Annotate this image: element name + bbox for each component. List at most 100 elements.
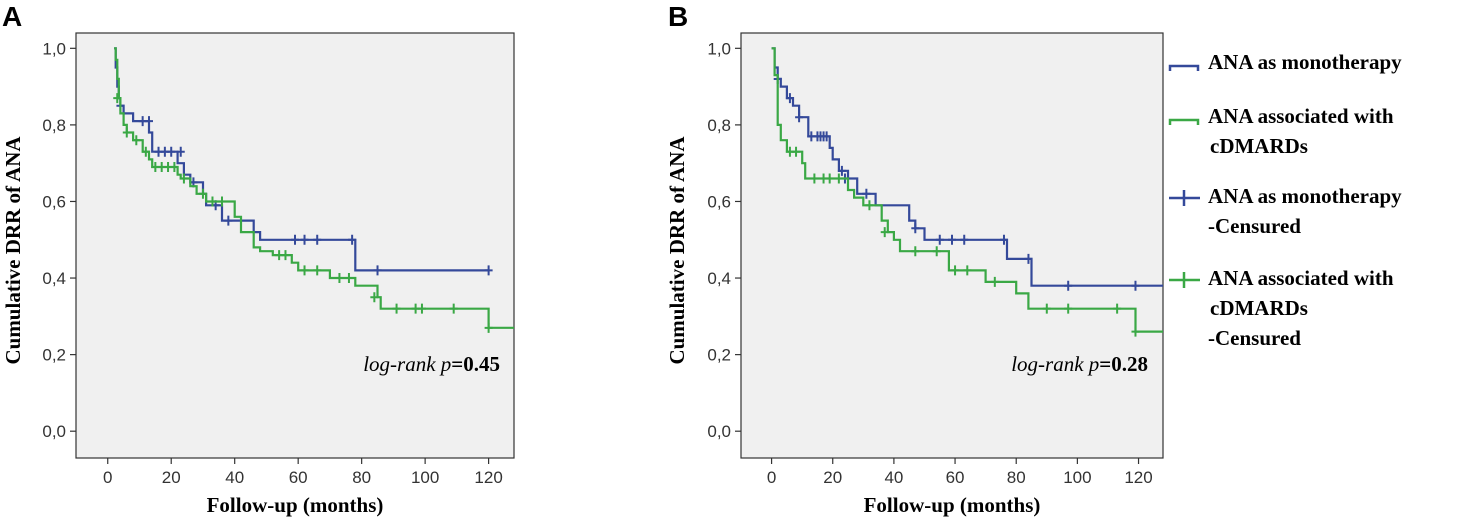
panel-a-combination-censor-mark (281, 250, 290, 261)
panel-a-combination-censor-mark (179, 173, 188, 184)
panel-b-x-tick-label: 60 (946, 468, 965, 487)
panel-a-combination-censor-mark (484, 322, 493, 333)
panel-a-x-tick-label: 40 (225, 468, 244, 487)
panel-b-combination-censor-mark (932, 246, 941, 257)
panel-a-letter: A (2, 1, 22, 32)
panel-b-x-tick-label: 40 (884, 468, 903, 487)
panel-a-x-axis-label: Follow-up (months) (207, 493, 384, 517)
panel-b-monotherapy-censor-mark (862, 188, 871, 199)
panel-b-combination-censor-mark (880, 227, 889, 238)
panel-a-combination-censor-mark (122, 127, 131, 138)
legend-label: cDMARDs (1210, 296, 1308, 320)
panel-b-monotherapy-censor-mark (948, 234, 956, 245)
legend-censor-plus-icon (1169, 272, 1200, 288)
panel-a-combination-censor-mark (449, 303, 458, 314)
panel-b-monotherapy-censor-mark (795, 112, 804, 123)
panel-b-monotherapy-censor-mark (911, 223, 920, 234)
legend-step-line-icon (1168, 118, 1200, 125)
panel-a-monotherapy-censor-mark (348, 234, 357, 245)
panel-a-combination-censor-mark (417, 303, 426, 314)
panel-a-x-tick-label: 80 (352, 468, 371, 487)
legend-label: -Censured (1208, 326, 1301, 350)
panel-b-combination-censor-mark (911, 246, 920, 257)
panel-a-monotherapy-censor-mark (176, 146, 185, 157)
panel-a-logrank-prefix: log-rank p (363, 352, 451, 376)
panel-a-combination-censor-mark (132, 135, 141, 146)
panel-b-x-tick-label: 120 (1124, 468, 1152, 487)
panel-a-x-tick-label: 120 (474, 468, 502, 487)
panel-b-combination-censor-mark (825, 173, 834, 184)
panel-b-monotherapy-censor-mark (785, 93, 794, 104)
legend-label: -Censured (1208, 214, 1301, 238)
panel-b-x-tick-label: 80 (1007, 468, 1026, 487)
panel-a-combination-censor-mark (208, 196, 217, 207)
panel-b-combination-censor-mark (834, 173, 843, 184)
panel-a-monotherapy-censor-mark (224, 215, 233, 226)
panel-b-monotherapy-censor-mark (999, 234, 1008, 245)
panel-a-monotherapy-censor-mark (300, 234, 309, 245)
panel-a-x-tick-label: 100 (411, 468, 439, 487)
panel-b-monotherapy-censor-mark (1064, 280, 1073, 291)
panel-b-y-axis-label: Cumulative DRR of ANA (665, 136, 689, 365)
legend-label: ANA as monotherapy (1208, 50, 1402, 74)
panel-b: B 0,0 0,2 0,4 0,6 0,8 1,0 0 20 40 60 80 100 120 log-… (665, 1, 1164, 517)
panel-a-y-tick-label: 0,0 (42, 422, 66, 441)
panel-a-y-tick-label: 1,0 (42, 39, 66, 58)
panel-a-combination-censor-mark (335, 273, 344, 284)
panel-a-combination-censor-mark (218, 196, 226, 207)
panel-b-logrank-prefix: log-rank p (1011, 352, 1099, 376)
panel-b-y-tick-label: 0,6 (707, 192, 731, 211)
panel-b-logrank-annotation: log-rank p=0.28 (1011, 352, 1148, 376)
panel-b-combination-censor-mark (951, 265, 960, 276)
panel-a-y-tick-label: 0,8 (42, 116, 66, 135)
panel-a: A 0,0 0,2 0,4 0,6 0,8 1,0 0 20 40 60 80 100 120 log-… (1, 1, 515, 517)
panel-a-combination-censor-mark (370, 292, 379, 303)
panel-a-plot-area (75, 32, 515, 459)
panel-b-monotherapy-censor-mark (822, 131, 831, 142)
panel-a-y-tick-label: 0,2 (42, 346, 66, 365)
panel-b-letter: B (668, 1, 688, 32)
panel-b-monotherapy-censor-mark (1131, 280, 1140, 291)
panel-a-combination-survival-line (114, 47, 514, 329)
panel-b-monotherapy-censor-mark (960, 234, 969, 245)
panel-b-combination-censor-mark (1131, 326, 1140, 337)
panel-b-monotherapy-censor-mark (1024, 253, 1033, 264)
panel-b-y-tick-label: 1,0 (707, 39, 731, 58)
panel-b-monotherapy-censor-mark (837, 165, 846, 176)
panel-a-combination-censor-mark (300, 265, 309, 276)
panel-a-monotherapy-censor-mark (145, 116, 153, 127)
panel-b-combination-censor-mark (1042, 303, 1051, 314)
panel-b-plot-area (740, 32, 1164, 459)
panel-a-combination-censor-mark (392, 303, 401, 314)
panel-b-monotherapy-censor-mark (935, 234, 944, 245)
panel-a-logrank-value: =0.45 (451, 352, 500, 376)
panel-b-x-tick-label: 20 (823, 468, 842, 487)
panel-b-combination-censor-mark (963, 265, 972, 276)
panel-b-logrank-value: =0.28 (1099, 352, 1148, 376)
panel-b-combination-censor-mark (792, 146, 801, 157)
panel-b-x-tick-label: 100 (1063, 468, 1091, 487)
panel-a-y-tick-label: 0,6 (42, 192, 66, 211)
panel-a-monotherapy-censor-mark (291, 234, 299, 245)
legend-step-line-icon (1168, 64, 1200, 71)
panel-a-x-tick-label: 60 (289, 468, 308, 487)
panel-a-monotherapy-censor-mark (313, 234, 322, 245)
panel-b-y-tick-label: 0,8 (707, 116, 731, 135)
legend-label: cDMARDs (1210, 134, 1308, 158)
panel-b-combination-censor-mark (810, 173, 819, 184)
panel-a-combination-censor-mark (141, 146, 150, 157)
panel-a-combination-censor-mark (313, 265, 322, 276)
panel-b-x-tick-label: 0 (767, 468, 776, 487)
legend-censor-plus-icon (1169, 190, 1200, 206)
panel-b-combination-censor-mark (990, 276, 999, 287)
panel-b-x-axis-label: Follow-up (months) (864, 493, 1041, 517)
panel-b-y-tick-label: 0,4 (707, 269, 731, 288)
panel-a-monotherapy-censor-mark (373, 265, 382, 276)
panel-a-combination-censor-mark (198, 188, 207, 199)
panel-a-y-tick-label: 0,4 (42, 269, 66, 288)
panel-a-x-tick-label: 0 (103, 468, 112, 487)
legend-label: ANA associated with (1208, 104, 1394, 128)
panel-a-combination-censor-mark (113, 93, 122, 104)
panel-b-y-tick-label: 0,0 (707, 422, 731, 441)
